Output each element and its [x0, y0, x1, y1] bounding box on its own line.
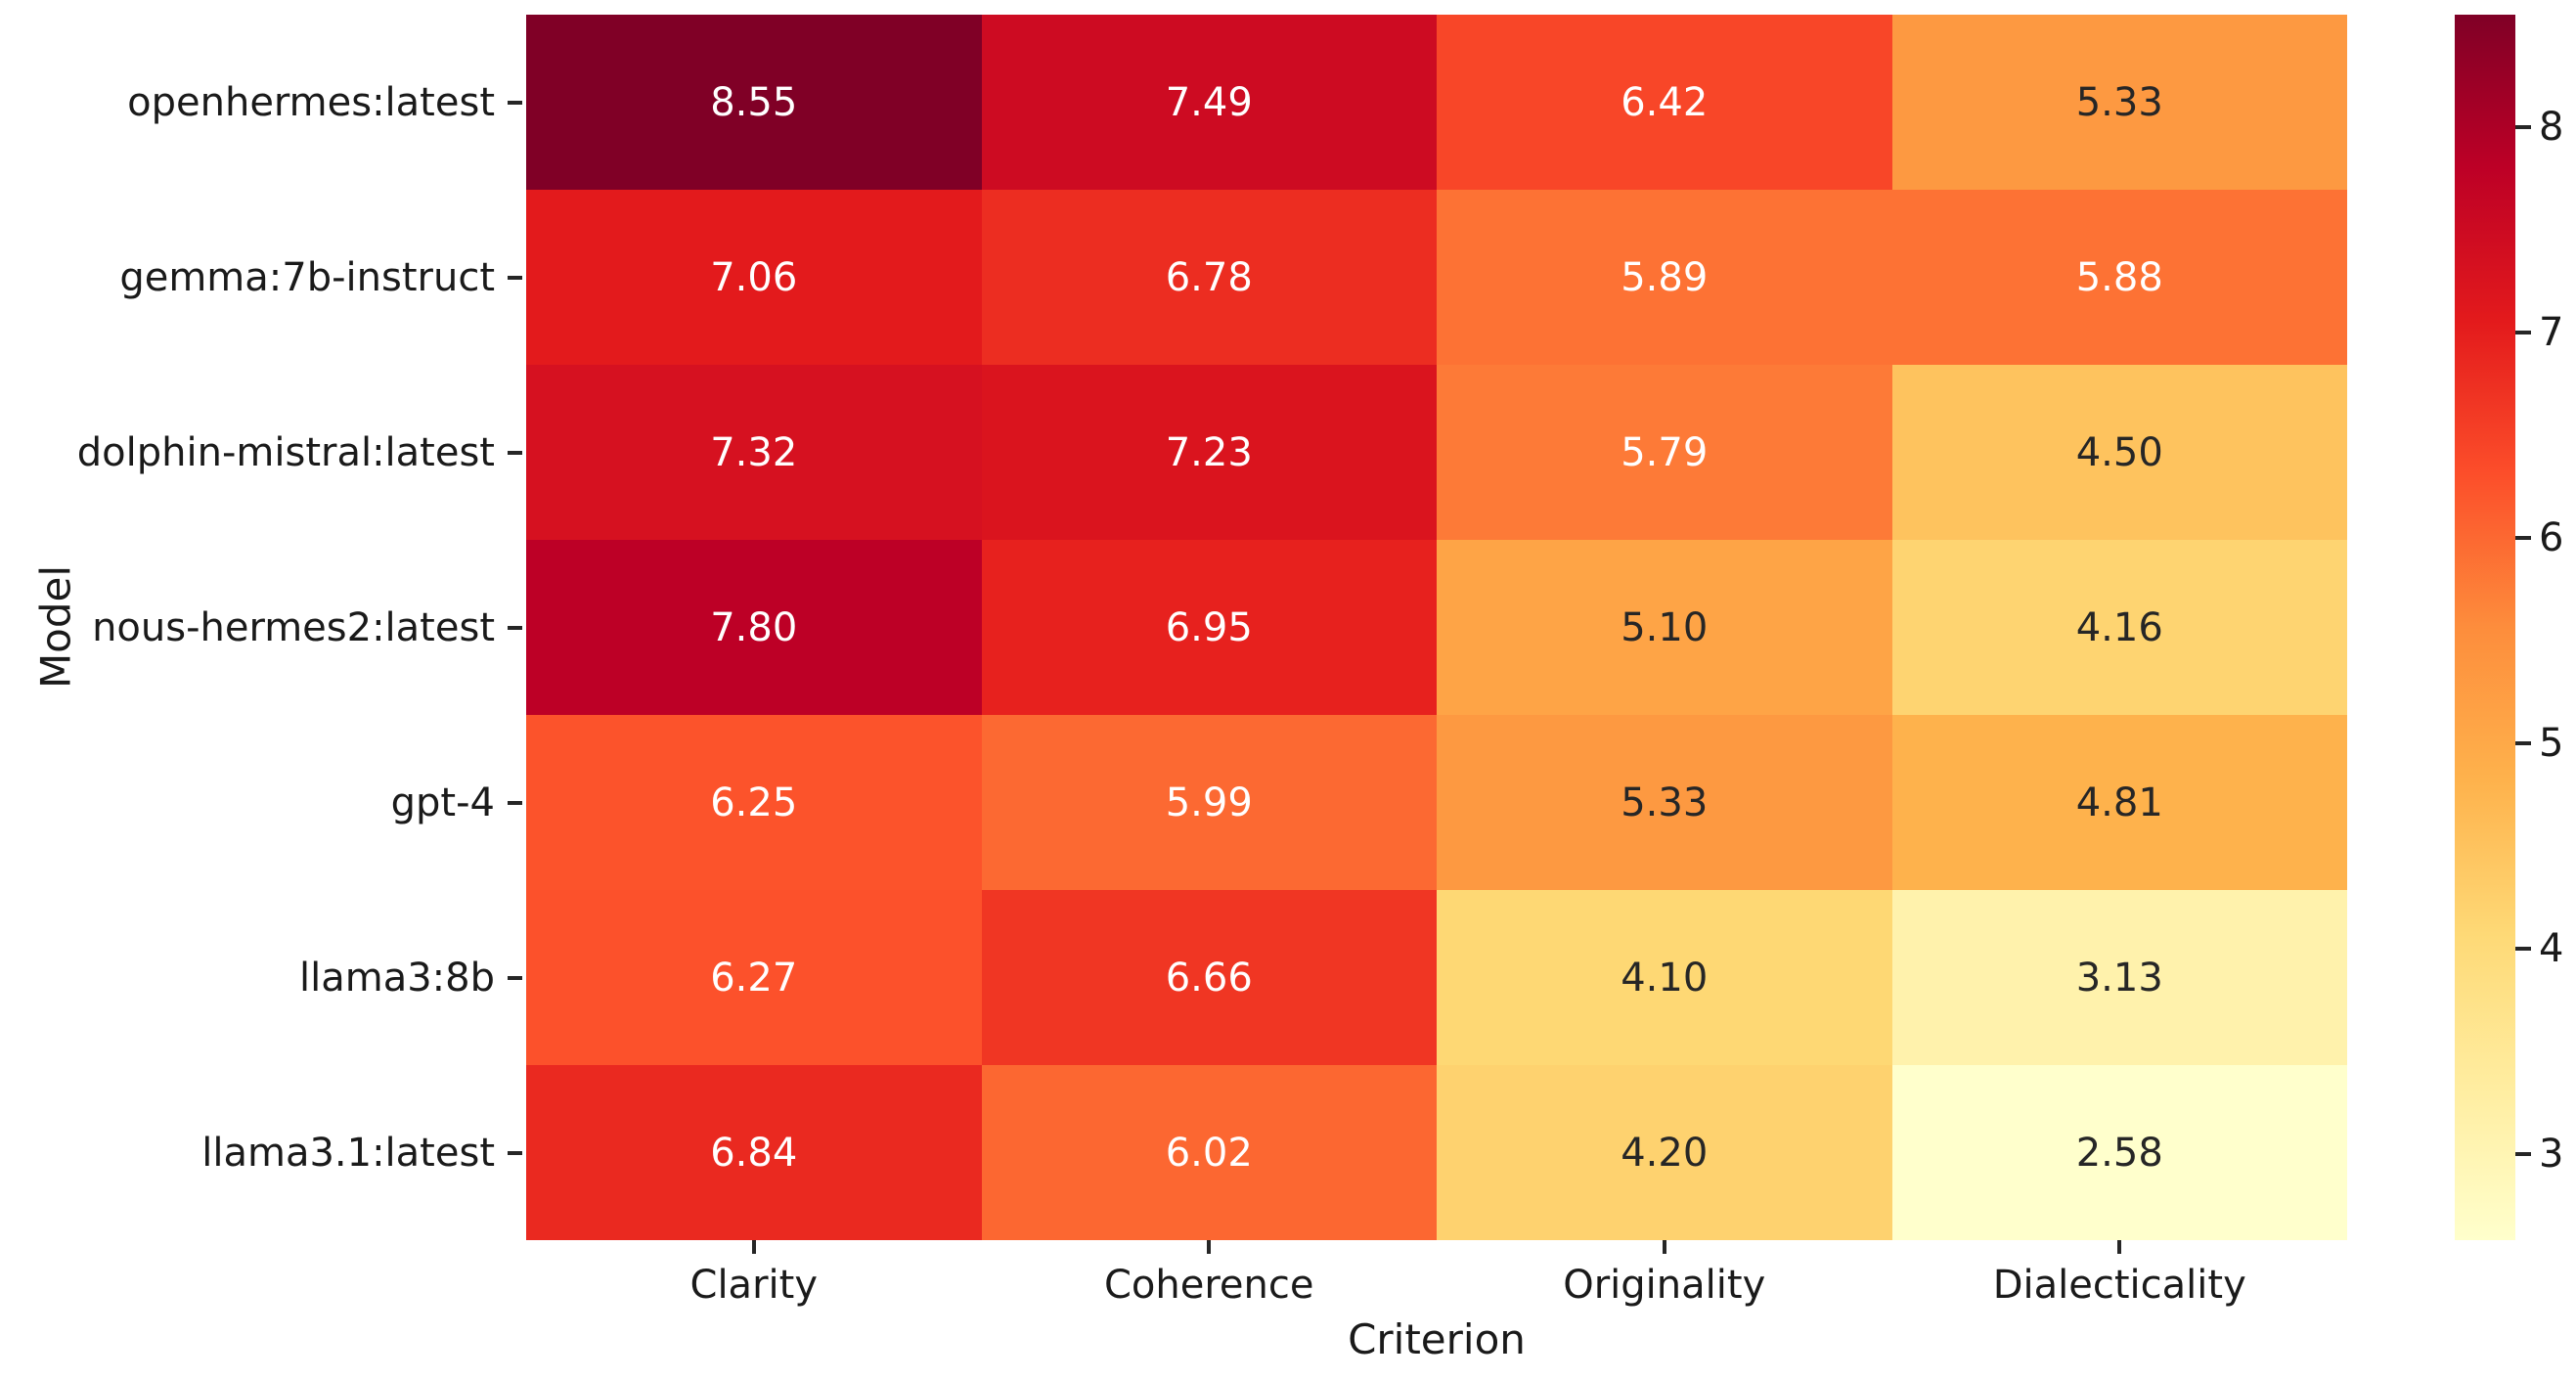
cell-value: 6.42 — [1621, 79, 1709, 125]
cell-value: 4.50 — [2075, 429, 2163, 475]
cell-value: 6.25 — [710, 779, 798, 825]
cell-value: 7.80 — [710, 604, 798, 650]
cell-value: 7.49 — [1165, 79, 1253, 125]
heatmap-cell: 3.13 — [1891, 890, 2347, 1065]
heatmap-cell: 6.25 — [526, 715, 982, 890]
cell-value: 6.02 — [1165, 1130, 1253, 1176]
heatmap-cell: 7.06 — [526, 190, 982, 365]
y-tick-mark — [508, 450, 522, 455]
cell-value: 4.10 — [1621, 955, 1709, 1001]
cell-value: 5.89 — [1621, 254, 1709, 300]
colorbar-tick-mark — [2515, 946, 2531, 951]
heatmap-cell: 5.99 — [981, 715, 1437, 890]
cell-value: 4.81 — [2075, 779, 2163, 825]
cell-value: 6.84 — [710, 1130, 798, 1176]
cell-value: 5.88 — [2075, 254, 2163, 300]
heatmap-cell: 7.23 — [981, 365, 1437, 540]
colorbar-tick-label: 5 — [2539, 721, 2564, 767]
heatmap-grid: 8.55 7.49 6.42 5.33 7.06 6.78 5.89 5.88 7.32 7.23… — [526, 15, 2347, 1240]
heatmap-cell: 4.20 — [1437, 1065, 1892, 1240]
cell-value: 7.23 — [1165, 429, 1253, 475]
heatmap-cell: 5.88 — [1891, 190, 2347, 365]
cell-value: 5.33 — [2075, 79, 2163, 125]
heatmap-cell: 8.55 — [526, 15, 982, 190]
x-tick-mark — [1207, 1240, 1212, 1254]
x-tick-mark — [2117, 1240, 2122, 1254]
heatmap-cell: 2.58 — [1891, 1065, 2347, 1240]
colorbar — [2455, 15, 2515, 1240]
heatmap-cell: 6.42 — [1437, 15, 1892, 190]
y-tick-label: llama3:8b — [299, 955, 495, 1001]
heatmap-cell: 6.02 — [981, 1065, 1437, 1240]
x-tick-mark — [751, 1240, 756, 1254]
cell-value: 7.32 — [710, 429, 798, 475]
heatmap-cell: 5.33 — [1891, 15, 2347, 190]
colorbar-tick-mark — [2515, 125, 2531, 130]
heatmap-cell: 7.32 — [526, 365, 982, 540]
colorbar-tick-mark — [2515, 331, 2531, 335]
cell-value: 4.16 — [2075, 604, 2163, 650]
y-tick-mark — [508, 625, 522, 630]
cell-value: 6.27 — [710, 955, 798, 1001]
cell-value: 5.10 — [1621, 604, 1709, 650]
x-tick-mark — [1662, 1240, 1666, 1254]
colorbar-tick-mark — [2515, 741, 2531, 746]
cell-value: 6.66 — [1165, 955, 1253, 1001]
cell-value: 7.06 — [710, 254, 798, 300]
heatmap-cell: 6.84 — [526, 1065, 982, 1240]
x-tick-label: Clarity — [689, 1263, 818, 1308]
cell-value: 2.58 — [2075, 1130, 2163, 1176]
cell-value: 8.55 — [710, 79, 798, 125]
y-tick-label: nous-hermes2:latest — [92, 604, 495, 650]
cell-value: 5.33 — [1621, 779, 1709, 825]
colorbar-tick-mark — [2515, 1151, 2531, 1156]
heatmap-cell: 6.95 — [981, 540, 1437, 715]
heatmap-cell: 6.66 — [981, 890, 1437, 1065]
y-tick-mark — [508, 800, 522, 805]
colorbar-tick-mark — [2515, 536, 2531, 541]
y-tick-label: dolphin-mistral:latest — [76, 429, 495, 475]
heatmap-cell: 6.27 — [526, 890, 982, 1065]
heatmap-cell: 5.89 — [1437, 190, 1892, 365]
heatmap-cell: 4.16 — [1891, 540, 2347, 715]
colorbar-tick-label: 4 — [2539, 925, 2564, 971]
cell-value: 6.78 — [1165, 254, 1253, 300]
y-tick-label: gemma:7b-instruct — [119, 254, 495, 300]
cell-value: 3.13 — [2075, 955, 2163, 1001]
heatmap-cell: 7.80 — [526, 540, 982, 715]
heatmap-cell: 7.49 — [981, 15, 1437, 190]
heatmap-cell: 4.81 — [1891, 715, 2347, 890]
x-tick-label: Coherence — [1104, 1263, 1314, 1308]
y-tick-mark — [508, 975, 522, 980]
cell-value: 5.79 — [1621, 429, 1709, 475]
colorbar-tick-label: 7 — [2539, 310, 2564, 356]
colorbar-tick-label: 3 — [2539, 1131, 2564, 1177]
y-tick-label: openhermes:latest — [127, 79, 495, 125]
colorbar-tick-label: 8 — [2539, 105, 2564, 151]
y-tick-mark — [508, 100, 522, 105]
heatmap-cell: 6.78 — [981, 190, 1437, 365]
heatmap-cell: 5.10 — [1437, 540, 1892, 715]
y-tick-mark — [508, 1150, 522, 1155]
heatmap-cell: 4.10 — [1437, 890, 1892, 1065]
x-axis-title: Criterion — [1348, 1315, 1526, 1363]
y-tick-mark — [508, 275, 522, 280]
heatmap-cell: 5.33 — [1437, 715, 1892, 890]
cell-value: 5.99 — [1165, 779, 1253, 825]
y-tick-label: gpt-4 — [390, 779, 495, 825]
y-tick-label: llama3.1:latest — [201, 1130, 495, 1176]
cell-value: 6.95 — [1165, 604, 1253, 650]
cell-value: 4.20 — [1621, 1130, 1709, 1176]
x-tick-label: Originality — [1563, 1263, 1766, 1308]
heatmap-cell: 4.50 — [1891, 365, 2347, 540]
x-tick-label: Dialecticality — [1992, 1263, 2246, 1308]
heatmap-cell: 5.79 — [1437, 365, 1892, 540]
colorbar-tick-label: 6 — [2539, 515, 2564, 561]
